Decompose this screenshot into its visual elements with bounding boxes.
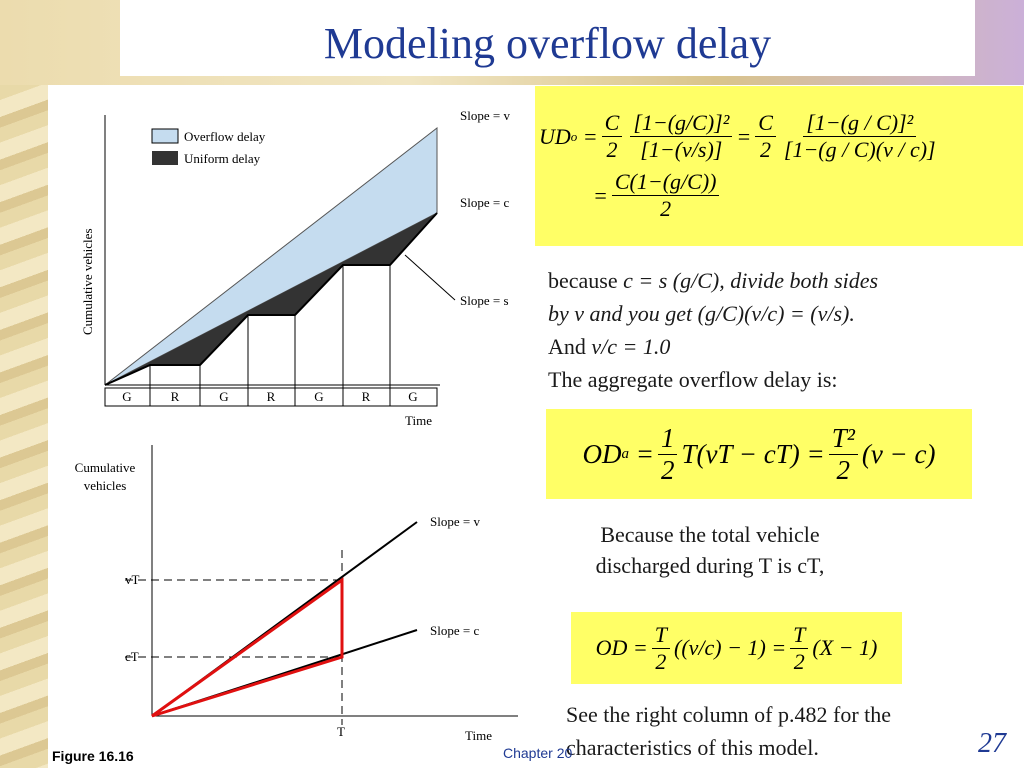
text: because xyxy=(548,268,624,293)
eq-text: 2 xyxy=(606,137,618,162)
phase: G xyxy=(122,389,131,404)
eq-text: = xyxy=(582,123,598,149)
legend-swatch xyxy=(151,128,179,144)
eq-text: T xyxy=(651,622,671,649)
y-label: vehicles xyxy=(84,478,127,493)
tick-label: vT xyxy=(125,572,140,587)
paragraph: See the right column of p.482 for the ch… xyxy=(566,698,891,764)
eq-text: = xyxy=(771,635,787,660)
eq-text: 2 xyxy=(655,648,667,674)
eq-text: T(vT − cT) xyxy=(681,438,800,469)
eq-text: OD xyxy=(582,438,622,469)
slope-label: Slope = v xyxy=(460,108,510,123)
footer: Chapter 20 xyxy=(503,745,573,761)
phase: R xyxy=(362,389,371,404)
legend-swatch xyxy=(152,151,178,165)
eq-text: OD xyxy=(595,635,628,660)
departure-curve xyxy=(104,212,438,386)
eq-text: o xyxy=(570,128,578,144)
y-label: Cumulative vehicles xyxy=(80,228,95,335)
phase: G xyxy=(314,389,323,404)
eq-text: C xyxy=(601,110,623,137)
eq-text: a xyxy=(621,445,630,462)
page-number: 27 xyxy=(978,728,1006,759)
eq-text: 2 xyxy=(760,137,772,162)
arrow xyxy=(404,254,456,301)
text: v/c = 1.0 xyxy=(591,334,671,359)
axes xyxy=(104,115,440,407)
text: And xyxy=(548,334,592,359)
slope-label: Slope = c xyxy=(430,623,479,638)
eq-text: = xyxy=(736,123,752,149)
eq-text: (X − 1) xyxy=(812,635,878,660)
eq-text: 2 xyxy=(836,454,851,485)
text: discharged during T is cT, xyxy=(595,553,825,578)
tick-label: T xyxy=(337,724,345,739)
text: by v and you get (g/C)(v/c) = (v/s). xyxy=(548,301,855,326)
axes xyxy=(125,445,518,725)
phase: R xyxy=(267,389,276,404)
text: c = s (g/C), divide both sides xyxy=(623,268,879,293)
title: Modeling overflow delay xyxy=(323,19,772,68)
eq-text: = xyxy=(593,182,608,208)
eq-text: = xyxy=(632,635,648,660)
eq-text: 1 xyxy=(657,423,678,455)
eq-text: 2 xyxy=(793,648,805,674)
uniform-area xyxy=(105,213,437,385)
tick-label: cT xyxy=(125,649,139,664)
background xyxy=(0,0,48,768)
slope-label: Slope = s xyxy=(460,293,509,308)
text: The aggregate overflow delay is: xyxy=(548,367,838,392)
legend-label: Uniform delay xyxy=(184,151,261,166)
y-label: Cumulative xyxy=(75,460,136,475)
phase: G xyxy=(408,389,417,404)
eq-text: ((v/c) − 1) xyxy=(674,635,766,660)
eq-text: [1−(v/s)] xyxy=(640,137,723,162)
eq-text: = xyxy=(635,438,654,469)
title-box xyxy=(120,0,975,76)
text: See the right column of p.482 for the xyxy=(566,702,892,727)
phase: G xyxy=(219,389,228,404)
eq-text: 2 xyxy=(660,196,672,221)
eq-text: = xyxy=(806,438,825,469)
eq-text: [1−(g / C)(v / c)] xyxy=(783,137,936,162)
paragraph: because c = s (g/C), divide both sides b… xyxy=(548,264,878,396)
text: characteristics of this model. xyxy=(566,735,819,760)
figure-top: Overflow delay Uniform delay Slope = v S… xyxy=(60,85,525,435)
x-label: Time xyxy=(465,728,492,743)
eq-text: 2 xyxy=(660,454,675,485)
slope-label: Slope = v xyxy=(430,514,480,529)
eq-text: (v − c) xyxy=(861,438,936,469)
x-label: Time xyxy=(405,413,432,428)
eq-text: [1−(g/C)]² xyxy=(630,110,733,137)
eq-text: C xyxy=(755,110,776,137)
phase: R xyxy=(171,389,180,404)
eq-text: T xyxy=(790,622,809,649)
legend-label: Overflow delay xyxy=(184,129,266,144)
eq-text: UD xyxy=(539,123,571,149)
text: Because the total vehicle xyxy=(600,522,820,547)
eq-text: C(1−(g/C)) xyxy=(611,169,720,196)
eq-text: [1−(g / C)]² xyxy=(803,110,917,137)
slope-label: Slope = c xyxy=(460,195,509,210)
caption: Figure 16.16 xyxy=(52,748,134,764)
overflow-triangle xyxy=(151,577,344,718)
figure-bottom: Cumulative vehicles Slope = v Slope = c … xyxy=(55,440,535,750)
eq-text: T² xyxy=(828,423,858,455)
paragraph: Because the total vehicle discharged dur… xyxy=(550,519,870,581)
